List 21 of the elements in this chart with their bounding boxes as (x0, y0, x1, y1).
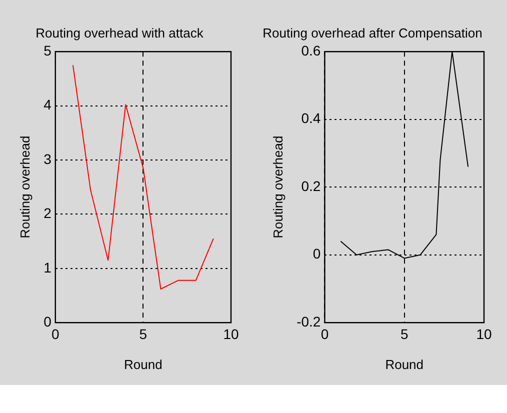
x-tick-label: 5 (139, 326, 148, 342)
y-tick-label: 0 (312, 246, 321, 262)
chart-title: Routing overhead with attack (36, 25, 204, 40)
y-tick-label: -0.2 (296, 313, 321, 330)
y-tick-label: 0.6 (301, 42, 321, 58)
y-tick-label: 0 (44, 313, 52, 330)
x-tick-label: 10 (223, 326, 239, 342)
chart-title: Routing overhead after Compensation (262, 25, 482, 40)
y-axis-title: Routing overhead (270, 136, 286, 238)
x-tick-label: 10 (476, 326, 492, 342)
y-tick-label: 5 (44, 42, 52, 58)
y-tick-label: 3 (44, 150, 52, 167)
y-tick-label: 2 (44, 205, 52, 222)
x-axis-title: Round (124, 356, 162, 372)
y-tick-label: 1 (44, 259, 52, 276)
x-axis-title: Round (385, 356, 424, 372)
y-tick-label: 0.4 (301, 110, 321, 126)
y-tick-label: 0.2 (301, 178, 321, 194)
y-axis-title: Routing overhead (17, 136, 32, 238)
x-tick-label: 5 (400, 326, 408, 342)
y-tick-label: 4 (44, 96, 52, 113)
